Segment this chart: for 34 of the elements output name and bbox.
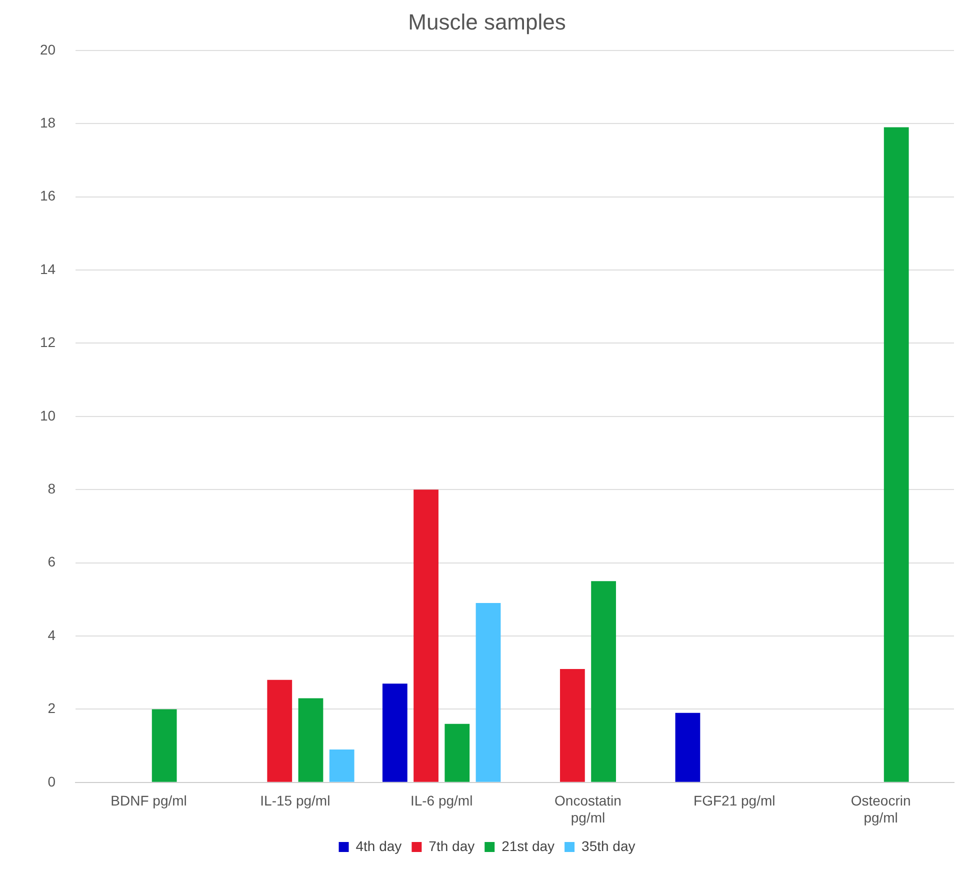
bar [414,490,438,782]
bar [444,724,470,782]
bar [152,709,177,782]
legend-label: 35th day [582,838,636,854]
y-tick-label: 20 [40,41,56,58]
y-tick-label: 4 [48,626,56,643]
legend-label: 4th day [356,838,402,854]
bar [267,680,292,782]
legend-label: 7th day [428,838,475,854]
y-tick-label: 2 [48,700,56,716]
x-tick-label: FGF21 pg/ml [694,792,776,809]
bar [591,581,616,782]
x-tick-label: IL-15 pg/ml [260,792,330,809]
y-tick-label: 14 [40,260,56,277]
y-tick-label: 0 [48,773,56,790]
x-tick-label: BDNF pg/ml [110,792,187,809]
x-tick-label: IL-6 pg/ml [410,792,473,809]
y-tick-label: 18 [40,114,56,130]
y-tick-label: 16 [40,188,56,204]
y-tick-label: 6 [48,554,56,570]
bar [382,684,408,782]
y-tick-label: 8 [48,480,56,496]
legend-label: 21st day [502,838,555,854]
x-tick-label: Osteocrin pg/ml [850,792,911,826]
bar [298,698,324,782]
bar [675,712,700,782]
y-tick-label: 10 [40,407,56,424]
y-tick-label: 12 [40,334,56,350]
bar [560,668,585,782]
bar [329,749,354,782]
x-tick-label: Oncostatin pg/ml [554,792,622,826]
bar [476,603,501,782]
chart-title: Muscle samples [408,9,566,34]
bar [884,127,909,782]
